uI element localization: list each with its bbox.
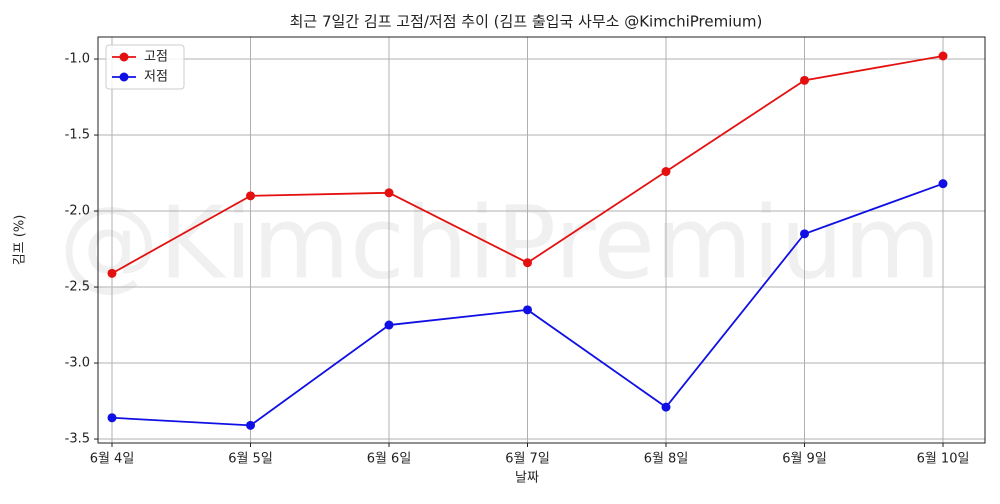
chart-title: 최근 7일간 김프 고점/저점 추이 (김프 출입국 사무소 @KimchiPr… <box>290 13 763 31</box>
y-tick-label: -1.5 <box>65 128 90 143</box>
point <box>107 268 117 278</box>
point <box>384 188 394 198</box>
x-tick-label: 6월 7일 <box>505 452 550 467</box>
point <box>800 229 809 239</box>
point <box>938 179 948 189</box>
y-tick-label: -3.0 <box>65 356 90 371</box>
point <box>523 258 532 268</box>
x-tick-label: 6월 4일 <box>90 452 135 467</box>
x-tick-label: 6월 10일 <box>917 452 970 467</box>
y-tick-label: -1.0 <box>65 52 90 67</box>
plot-frame <box>97 36 986 444</box>
point <box>384 320 394 330</box>
point <box>107 413 117 423</box>
y-tick-label: -2.5 <box>65 280 90 295</box>
legend-label: 고점 <box>144 50 168 65</box>
point <box>661 167 671 177</box>
x-axis-label: 날짜 <box>515 471 539 486</box>
point <box>938 51 948 61</box>
legend-label: 저점 <box>144 70 168 85</box>
point <box>800 75 809 85</box>
x-tick-label: 6월 8일 <box>644 452 689 467</box>
y-tick-label: -2.0 <box>65 204 90 219</box>
legend-marker <box>119 72 129 82</box>
point <box>246 191 255 201</box>
point <box>661 402 671 412</box>
point <box>246 420 255 430</box>
watermark: @KimchiPremium <box>59 184 941 301</box>
y-axis-label: 김프 (%) <box>13 215 28 266</box>
x-tick-label: 6월 9일 <box>782 452 827 467</box>
x-tick-label: 6월 6일 <box>367 452 412 467</box>
legend-marker <box>119 52 129 62</box>
point <box>523 305 532 315</box>
x-tick-label: 6월 5일 <box>228 452 273 467</box>
y-tick-label: -3.5 <box>65 432 90 447</box>
